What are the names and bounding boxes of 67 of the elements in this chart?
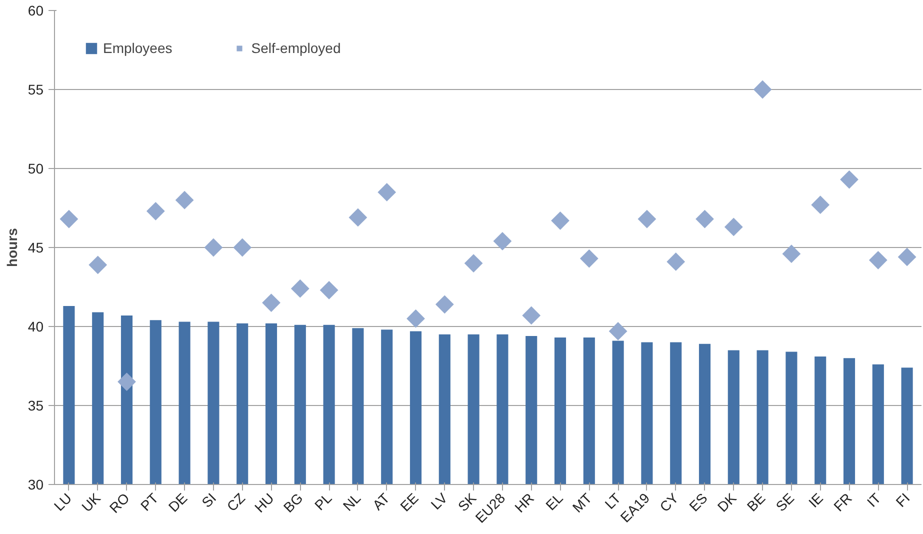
point xyxy=(435,295,454,314)
x-tick-label: LV xyxy=(428,489,451,513)
point xyxy=(840,170,858,189)
x-tick-label: ES xyxy=(686,490,710,514)
point xyxy=(406,309,425,328)
point xyxy=(753,80,772,99)
x-tick-label: SI xyxy=(198,490,220,511)
point xyxy=(233,238,252,257)
x-tick-label: PT xyxy=(137,490,162,514)
x-tick-label: HR xyxy=(511,490,538,516)
x-tick-label: HU xyxy=(251,490,277,516)
point xyxy=(724,218,743,236)
y-tick-label: 60 xyxy=(28,2,44,18)
point xyxy=(493,232,512,250)
x-tick-label: BE xyxy=(744,490,768,514)
point xyxy=(811,196,830,214)
x-tick-label: IT xyxy=(864,490,884,510)
x-tick-label: CZ xyxy=(223,490,248,514)
x-tick-label: CY xyxy=(656,489,682,515)
x-tick-label: NL xyxy=(340,490,364,514)
point xyxy=(464,254,483,272)
point xyxy=(290,279,310,298)
point xyxy=(638,210,656,228)
x-tick-label: DE xyxy=(165,490,190,515)
x-tick-label: PL xyxy=(311,490,335,514)
point xyxy=(204,238,223,257)
point xyxy=(320,280,338,300)
y-tick-label: 55 xyxy=(28,82,44,98)
x-tick-label: FI xyxy=(892,490,913,510)
x-tick-label: MT xyxy=(569,490,596,516)
point xyxy=(868,250,888,270)
point xyxy=(348,208,368,227)
point xyxy=(580,249,598,268)
x-tick-label: FR xyxy=(830,490,855,514)
x-tick-label: SE xyxy=(772,490,798,514)
x-tick-label: IE xyxy=(805,490,826,511)
x-tick-label: BG xyxy=(280,490,306,516)
point xyxy=(60,210,78,228)
point xyxy=(522,306,541,325)
y-tick-label: 30 xyxy=(28,476,44,492)
point xyxy=(666,252,686,271)
x-tick-label: EL xyxy=(542,490,566,514)
point xyxy=(608,322,628,340)
legend-label: Self-employed xyxy=(251,40,341,56)
point xyxy=(782,244,801,264)
legend-label: Employees xyxy=(103,40,172,56)
x-tick-label: LU xyxy=(50,490,75,514)
point xyxy=(146,202,165,220)
point xyxy=(551,211,570,230)
point xyxy=(88,256,108,274)
y-tick-label: 35 xyxy=(28,398,44,414)
y-tick-label: 40 xyxy=(28,318,44,334)
x-tick-label: LT xyxy=(602,490,624,512)
point xyxy=(175,190,194,210)
point xyxy=(696,210,714,228)
point xyxy=(118,372,136,391)
x-tick-label: UK xyxy=(78,489,104,515)
point xyxy=(898,248,916,266)
x-tick-label: EE xyxy=(396,490,422,514)
x-tick-label: RO xyxy=(106,490,132,516)
y-axis-title: hours xyxy=(4,228,20,267)
x-tick-label: AT xyxy=(369,490,393,514)
point xyxy=(378,183,396,202)
x-tick-label: DK xyxy=(714,489,740,515)
y-tick-label: 50 xyxy=(28,160,44,176)
point xyxy=(262,294,280,312)
y-tick-label: 45 xyxy=(28,240,44,256)
